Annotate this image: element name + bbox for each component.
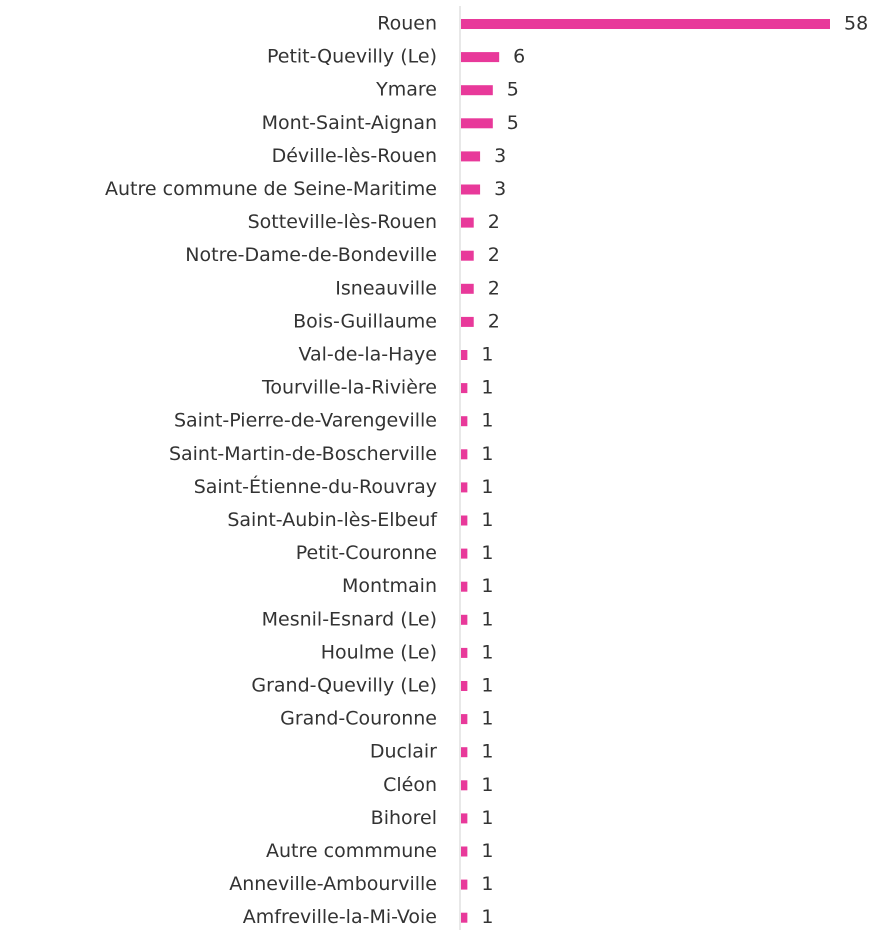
category-label: Anneville-Ambourville bbox=[229, 873, 437, 895]
bar bbox=[461, 846, 468, 857]
category-label: Cléon bbox=[383, 774, 437, 796]
value-label: 1 bbox=[481, 774, 493, 796]
bar bbox=[461, 449, 468, 460]
bar bbox=[461, 283, 474, 294]
value-label: 1 bbox=[481, 608, 493, 630]
bar bbox=[461, 118, 493, 129]
category-label: Bois-Guillaume bbox=[293, 310, 437, 332]
category-label: Rouen bbox=[377, 13, 437, 35]
value-label: 1 bbox=[481, 741, 493, 763]
category-label: Mesnil-Esnard (Le) bbox=[262, 608, 437, 630]
category-label: Autre commune de Seine-Maritime bbox=[105, 178, 437, 200]
value-label: 1 bbox=[481, 840, 493, 862]
category-label: Val-de-la-Haye bbox=[298, 344, 437, 366]
category-label: Déville-lès-Rouen bbox=[272, 145, 437, 167]
bar bbox=[461, 581, 468, 592]
bar bbox=[461, 912, 468, 923]
category-label: Isneauville bbox=[335, 277, 437, 299]
category-label: Mont-Saint-Aignan bbox=[262, 112, 437, 134]
category-label: Duclair bbox=[370, 741, 437, 763]
category-label: Saint-Étienne-du-Rouvray bbox=[194, 475, 437, 498]
category-label: Notre-Dame-de-Bondeville bbox=[185, 244, 437, 266]
bar bbox=[461, 681, 468, 691]
bar bbox=[461, 879, 468, 890]
value-label: 1 bbox=[481, 575, 493, 597]
bar bbox=[461, 151, 481, 162]
bar bbox=[461, 780, 468, 791]
value-label: 1 bbox=[481, 509, 493, 531]
category-label: Houlme (Le) bbox=[321, 641, 437, 663]
bar bbox=[461, 85, 493, 96]
bar bbox=[461, 52, 500, 63]
value-label: 1 bbox=[481, 807, 493, 829]
bar bbox=[461, 813, 468, 824]
category-label: Autre commmune bbox=[266, 840, 437, 862]
value-label: 1 bbox=[481, 344, 493, 366]
bar bbox=[461, 714, 468, 725]
value-label: 1 bbox=[481, 906, 493, 928]
bar bbox=[461, 515, 468, 526]
bar bbox=[461, 184, 481, 195]
bar bbox=[461, 614, 468, 625]
bar bbox=[461, 217, 474, 228]
value-label: 5 bbox=[507, 79, 519, 101]
bar bbox=[461, 548, 468, 559]
category-label: Petit-Couronne bbox=[296, 542, 437, 564]
bar bbox=[461, 350, 468, 360]
category-label: Petit-Quevilly (Le) bbox=[267, 46, 437, 68]
category-label: Sotteville-lès-Rouen bbox=[248, 211, 437, 233]
value-label: 6 bbox=[513, 46, 525, 68]
value-label: 2 bbox=[488, 244, 500, 266]
category-label: Saint-Aubin-lès-Elbeuf bbox=[227, 509, 438, 531]
bar bbox=[461, 416, 468, 427]
value-label: 1 bbox=[481, 476, 493, 498]
value-label: 1 bbox=[481, 443, 493, 465]
value-label: 1 bbox=[481, 410, 493, 432]
value-label: 2 bbox=[488, 211, 500, 233]
category-label: Saint-Pierre-de-Varengeville bbox=[174, 410, 437, 432]
value-label: 1 bbox=[481, 377, 493, 399]
value-label: 2 bbox=[488, 277, 500, 299]
category-label: Montmain bbox=[342, 575, 437, 597]
value-label: 1 bbox=[481, 641, 493, 663]
value-label: 1 bbox=[481, 873, 493, 895]
category-label: Grand-Quevilly (Le) bbox=[251, 675, 437, 697]
category-label: Grand-Couronne bbox=[280, 708, 437, 730]
bar bbox=[461, 747, 468, 758]
category-label: Saint-Martin-de-Boscherville bbox=[169, 443, 437, 465]
bar bbox=[461, 383, 468, 394]
bar bbox=[461, 19, 830, 29]
value-label: 58 bbox=[844, 13, 868, 35]
bar bbox=[461, 482, 468, 493]
value-label: 1 bbox=[481, 708, 493, 730]
value-label: 5 bbox=[507, 112, 519, 134]
value-label: 2 bbox=[488, 310, 500, 332]
value-label: 1 bbox=[481, 675, 493, 697]
value-label: 3 bbox=[494, 145, 506, 167]
bar bbox=[461, 316, 474, 327]
category-label: Ymare bbox=[375, 79, 437, 101]
category-label: Bihorel bbox=[371, 807, 437, 829]
value-label: 1 bbox=[481, 542, 493, 564]
bar bbox=[461, 250, 474, 261]
value-label: 3 bbox=[494, 178, 506, 200]
bar bbox=[461, 647, 468, 658]
category-label: Amfreville-la-Mi-Voie bbox=[243, 906, 437, 928]
category-label: Tourville-la-Rivière bbox=[261, 377, 437, 399]
